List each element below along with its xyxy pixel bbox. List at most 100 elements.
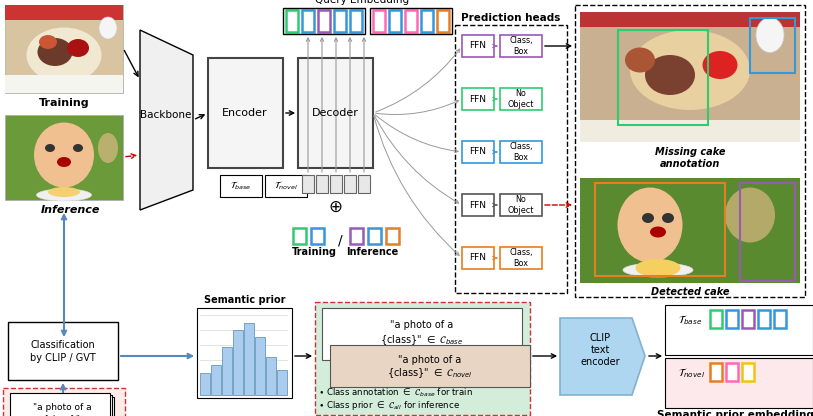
Bar bbox=[373, 10, 385, 32]
Text: Classification: Classification bbox=[31, 340, 95, 350]
Ellipse shape bbox=[645, 55, 695, 95]
Bar bbox=[710, 363, 722, 381]
Bar bbox=[455, 25, 567, 293]
Text: Encoder: Encoder bbox=[222, 108, 267, 118]
Bar bbox=[5, 5, 123, 93]
Bar bbox=[742, 310, 754, 328]
Bar bbox=[200, 373, 210, 395]
Bar bbox=[710, 310, 722, 328]
Ellipse shape bbox=[39, 35, 57, 49]
Text: FFN: FFN bbox=[469, 148, 486, 156]
Ellipse shape bbox=[725, 188, 775, 243]
Bar bbox=[5, 115, 123, 200]
Bar bbox=[462, 247, 494, 269]
Bar bbox=[318, 10, 330, 32]
Bar bbox=[220, 175, 262, 197]
Text: Class,
Box: Class, Box bbox=[509, 36, 533, 56]
Ellipse shape bbox=[756, 17, 784, 52]
Bar bbox=[322, 308, 522, 360]
Text: Inference: Inference bbox=[41, 205, 100, 215]
Ellipse shape bbox=[99, 17, 117, 39]
Text: No
Object: No Object bbox=[508, 195, 534, 215]
Bar bbox=[302, 10, 314, 32]
Text: "a photo of a: "a photo of a bbox=[398, 355, 462, 365]
Bar bbox=[277, 370, 287, 395]
Bar bbox=[298, 58, 373, 168]
Ellipse shape bbox=[48, 187, 80, 197]
Bar bbox=[742, 363, 754, 381]
Text: $\mathcal{T}_{base}$: $\mathcal{T}_{base}$ bbox=[678, 313, 702, 327]
Ellipse shape bbox=[98, 133, 118, 163]
Text: $\bullet$ Class prior $\in$ $\mathcal{C}_{all}$ for inference: $\bullet$ Class prior $\in$ $\mathcal{C}… bbox=[318, 399, 460, 413]
Bar bbox=[500, 247, 542, 269]
Bar bbox=[283, 8, 365, 34]
Ellipse shape bbox=[702, 51, 737, 79]
Bar bbox=[500, 88, 542, 110]
Ellipse shape bbox=[618, 188, 682, 262]
Text: No
Object: No Object bbox=[508, 89, 534, 109]
Text: Missing cake: Missing cake bbox=[654, 147, 725, 157]
Bar bbox=[12, 395, 112, 416]
Text: by CLIP / GVT: by CLIP / GVT bbox=[30, 353, 96, 363]
Bar bbox=[315, 302, 530, 415]
Text: Semantic prior embeddings: Semantic prior embeddings bbox=[657, 410, 813, 416]
Text: $\{$class$\}$" $\in$ $\mathcal{C}_{novel}$: $\{$class$\}$" $\in$ $\mathcal{C}_{novel… bbox=[387, 366, 473, 380]
Bar bbox=[311, 228, 324, 244]
Text: Training: Training bbox=[292, 247, 337, 257]
Bar bbox=[405, 10, 417, 32]
Bar bbox=[389, 10, 401, 32]
Ellipse shape bbox=[34, 122, 94, 188]
Bar bbox=[462, 141, 494, 163]
Bar bbox=[8, 322, 118, 380]
Text: Query Embedding: Query Embedding bbox=[315, 0, 409, 5]
Polygon shape bbox=[140, 30, 193, 210]
Bar bbox=[575, 5, 805, 297]
Ellipse shape bbox=[630, 30, 750, 110]
Ellipse shape bbox=[623, 263, 693, 277]
Bar bbox=[208, 58, 283, 168]
Text: Detected cake: Detected cake bbox=[650, 287, 729, 297]
Bar bbox=[740, 183, 795, 281]
Bar bbox=[211, 365, 221, 395]
Bar bbox=[421, 10, 433, 32]
Bar bbox=[10, 393, 110, 416]
Ellipse shape bbox=[37, 189, 92, 201]
Text: $\mathcal{T}_{novel}$: $\mathcal{T}_{novel}$ bbox=[274, 180, 298, 192]
Bar bbox=[350, 10, 362, 32]
Bar bbox=[293, 228, 306, 244]
Bar bbox=[3, 388, 125, 416]
Bar bbox=[580, 178, 800, 283]
Bar bbox=[595, 183, 725, 276]
Bar bbox=[580, 120, 800, 142]
Text: FFN: FFN bbox=[469, 201, 486, 210]
Bar bbox=[726, 310, 738, 328]
Bar bbox=[233, 330, 243, 395]
Text: {class}": {class}" bbox=[43, 414, 81, 416]
Bar bbox=[462, 35, 494, 57]
Ellipse shape bbox=[27, 27, 102, 82]
Bar bbox=[330, 345, 530, 387]
Bar bbox=[344, 175, 356, 193]
Text: $\oplus$: $\oplus$ bbox=[328, 198, 342, 216]
Text: Training: Training bbox=[39, 98, 89, 108]
Bar bbox=[222, 347, 232, 395]
Bar bbox=[302, 175, 314, 193]
Bar bbox=[462, 88, 494, 110]
Text: FFN: FFN bbox=[469, 94, 486, 104]
Bar bbox=[750, 18, 795, 73]
Bar bbox=[726, 363, 738, 381]
Ellipse shape bbox=[45, 144, 55, 152]
Bar bbox=[368, 228, 381, 244]
Bar bbox=[334, 10, 346, 32]
Bar bbox=[500, 194, 542, 216]
Bar bbox=[350, 228, 363, 244]
Ellipse shape bbox=[67, 39, 89, 57]
Bar bbox=[316, 175, 328, 193]
Bar bbox=[386, 228, 399, 244]
Text: $\bullet$ Class annotation $\in$ $\mathcal{C}_{base}$ for train: $\bullet$ Class annotation $\in$ $\mathc… bbox=[318, 387, 473, 399]
Text: Class,
Box: Class, Box bbox=[509, 248, 533, 268]
Bar bbox=[286, 10, 298, 32]
Bar bbox=[244, 323, 254, 395]
Bar bbox=[580, 12, 800, 142]
Text: $\mathcal{T}_{base}$: $\mathcal{T}_{base}$ bbox=[230, 180, 252, 192]
